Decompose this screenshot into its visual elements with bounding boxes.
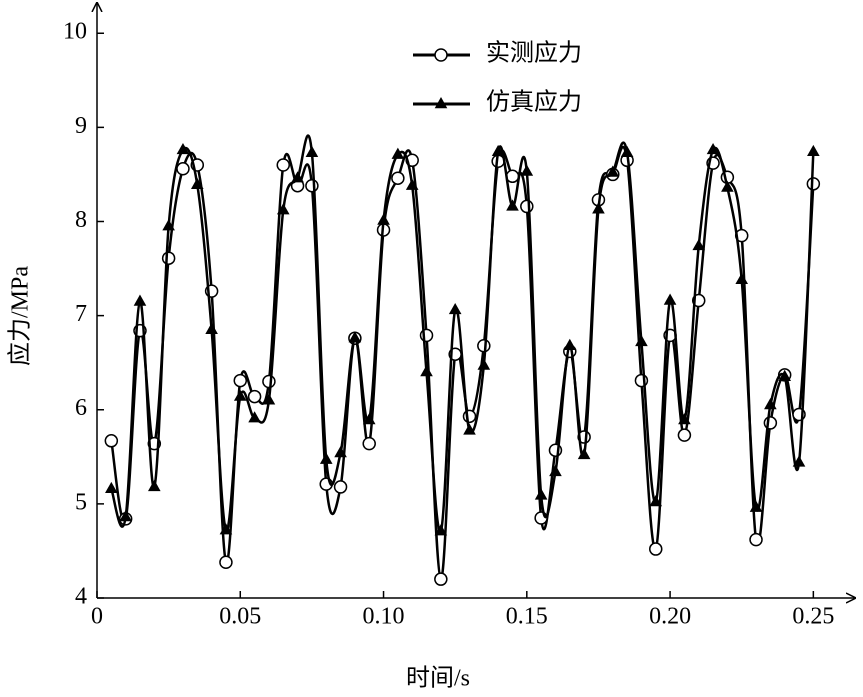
point-marker: [291, 171, 304, 183]
point-marker: [247, 389, 262, 404]
y-tick-label: 8: [75, 207, 87, 233]
point-marker: [764, 398, 777, 410]
point-marker: [749, 532, 763, 547]
point-marker: [778, 369, 791, 382]
point-marker: [749, 500, 763, 512]
legend-marker: [434, 97, 448, 109]
point-marker: [649, 542, 663, 556]
point-marker: [678, 413, 691, 425]
point-marker: [434, 524, 448, 536]
point-marker: [219, 523, 233, 535]
point-marker: [391, 147, 405, 159]
y-tick-label: 4: [75, 584, 87, 610]
point-marker: [563, 338, 577, 350]
point-marker: [333, 480, 348, 494]
point-marker: [305, 178, 319, 193]
point-marker: [133, 294, 147, 306]
x-tick-label: 0.05: [219, 604, 261, 630]
point-marker: [477, 338, 491, 353]
point-marker: [319, 452, 333, 464]
point-marker: [763, 416, 778, 430]
point-marker: [391, 171, 405, 185]
point-marker: [176, 162, 190, 176]
x-tick-label: 0.25: [792, 604, 834, 630]
point-marker: [233, 373, 248, 388]
point-marker: [520, 164, 534, 176]
point-marker: [148, 479, 161, 492]
point-marker: [405, 178, 419, 190]
point-marker: [706, 142, 720, 155]
point-marker: [104, 434, 119, 448]
point-marker: [276, 158, 290, 172]
point-marker: [305, 145, 319, 157]
x-tick-label: 0.15: [506, 604, 548, 630]
point-marker: [549, 464, 562, 477]
point-marker: [176, 142, 190, 155]
y-tick-label: 6: [75, 395, 87, 421]
point-marker: [620, 145, 634, 157]
point-marker: [334, 446, 347, 458]
point-marker: [649, 494, 663, 507]
point-marker: [420, 365, 433, 377]
point-marker: [792, 455, 806, 467]
y-tick-label: 5: [75, 489, 87, 515]
legend-label: 实测应力: [486, 40, 582, 67]
point-marker: [721, 180, 734, 192]
point-marker: [262, 393, 276, 405]
point-marker: [577, 447, 591, 460]
y-axis-label: 应力/MPa: [7, 266, 34, 366]
point-marker: [463, 423, 476, 435]
point-marker: [348, 331, 362, 343]
x-tick-label: 0: [91, 604, 103, 630]
point-marker: [362, 413, 376, 425]
point-marker: [491, 144, 505, 157]
point-marker: [205, 322, 218, 334]
legend-marker: [434, 48, 448, 62]
point-marker: [448, 302, 462, 315]
point-marker: [592, 202, 605, 214]
x-tick-label: 0.20: [649, 604, 691, 630]
point-marker: [477, 358, 491, 370]
point-marker: [105, 481, 118, 494]
point-marker: [534, 488, 548, 500]
point-marker: [276, 203, 290, 215]
point-marker: [362, 436, 376, 451]
point-marker: [219, 555, 233, 569]
point-marker: [635, 334, 648, 347]
x-axis-label: 时间/s: [406, 665, 470, 692]
point-marker: [262, 374, 276, 389]
point-marker: [606, 165, 620, 177]
point-marker: [233, 389, 247, 401]
point-marker: [162, 219, 175, 231]
point-marker: [119, 510, 132, 522]
point-marker: [377, 213, 390, 225]
point-marker: [735, 272, 749, 285]
point-marker: [692, 238, 706, 251]
point-marker: [677, 428, 692, 442]
point-marker: [663, 293, 677, 305]
point-marker: [520, 199, 534, 214]
point-marker: [462, 409, 477, 424]
x-tick-label: 0.10: [363, 604, 405, 630]
y-tick-label: 10: [63, 19, 87, 45]
point-marker: [248, 411, 261, 423]
y-tick-label: 7: [75, 301, 87, 327]
point-marker: [807, 144, 820, 157]
point-marker: [434, 572, 448, 586]
y-tick-label: 9: [75, 113, 87, 139]
point-marker: [506, 199, 519, 211]
point-marker: [190, 177, 204, 189]
point-marker: [161, 251, 176, 265]
legend-label: 仿真应力: [486, 89, 582, 116]
